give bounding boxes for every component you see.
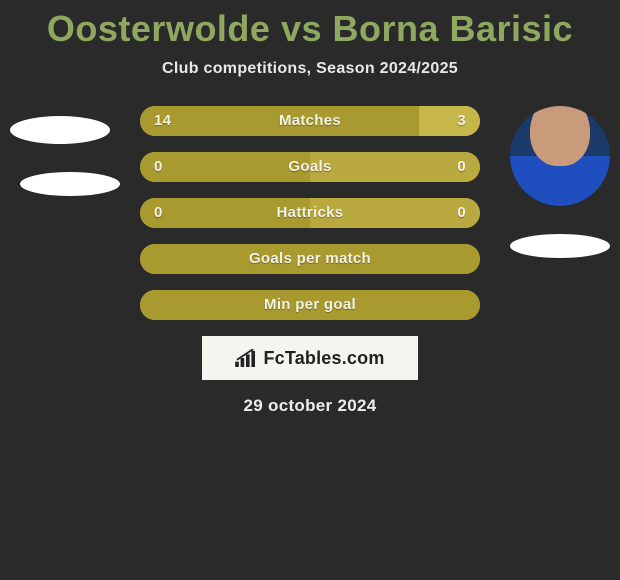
- player-left-column: [10, 106, 120, 196]
- avatar-face: [530, 106, 590, 166]
- comparison-subtitle: Club competitions, Season 2024/2025: [0, 60, 620, 78]
- stat-row-hattricks: 0 Hattricks 0: [140, 198, 480, 228]
- comparison-title: Oosterwolde vs Borna Barisic: [0, 0, 620, 50]
- player-left-name-placeholder: [20, 172, 120, 196]
- stat-row-min-per-goal: Min per goal: [140, 290, 480, 320]
- player-left-avatar: [10, 116, 110, 144]
- logo-text: FcTables.com: [263, 348, 384, 369]
- stat-label: Hattricks: [140, 198, 480, 228]
- stat-row-matches: 14 Matches 3: [140, 106, 480, 136]
- chart-icon: [235, 349, 257, 367]
- comparison-date: 29 october 2024: [0, 396, 620, 416]
- player-right-name-placeholder: [510, 234, 610, 258]
- player-right-column: [510, 106, 610, 258]
- stat-row-goals: 0 Goals 0: [140, 152, 480, 182]
- stat-label: Goals per match: [140, 244, 480, 274]
- logo: FcTables.com: [235, 348, 384, 369]
- stat-label: Matches: [140, 106, 480, 136]
- stat-label: Goals: [140, 152, 480, 182]
- stat-right-value: 3: [457, 106, 466, 136]
- player-right-avatar: [510, 106, 610, 206]
- stat-label: Min per goal: [140, 290, 480, 320]
- logo-box: FcTables.com: [202, 336, 418, 380]
- stat-row-goals-per-match: Goals per match: [140, 244, 480, 274]
- stat-bars: 14 Matches 3 0 Goals 0 0 Hattricks 0 Goa…: [140, 106, 480, 320]
- comparison-chart: 14 Matches 3 0 Goals 0 0 Hattricks 0 Goa…: [0, 106, 620, 416]
- stat-right-value: 0: [457, 152, 466, 182]
- stat-right-value: 0: [457, 198, 466, 228]
